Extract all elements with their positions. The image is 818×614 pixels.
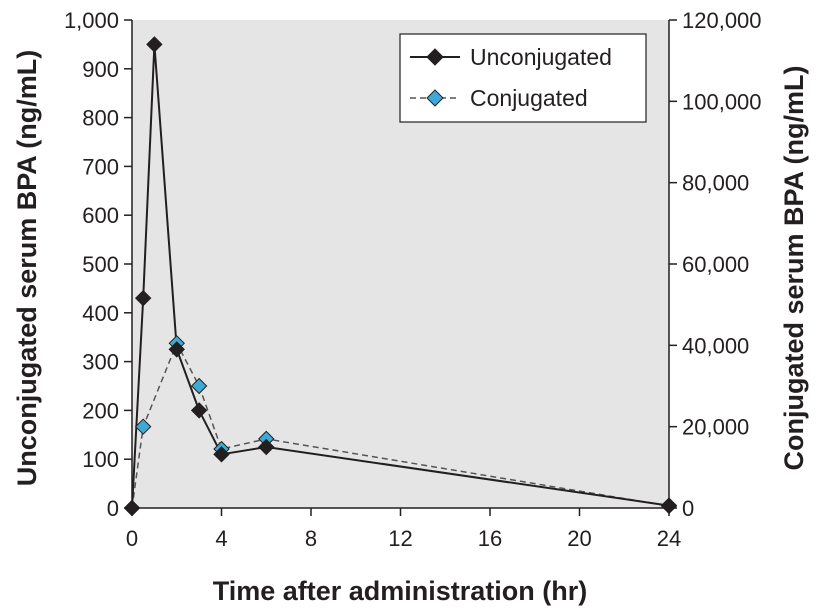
series-unconjugated-point: [190, 402, 208, 419]
series-conjugated-point: [190, 377, 208, 395]
y-left-tick-label: 1,000: [64, 8, 119, 33]
y-left-tick-label: 800: [82, 106, 119, 131]
x-tick-label: 8: [305, 526, 317, 551]
y-right-tick-label: 0: [682, 496, 694, 521]
series-unconjugated-point: [213, 446, 230, 463]
y-left-tick-label: 600: [82, 203, 119, 228]
y-right-tick-label: 80,000: [682, 171, 749, 196]
y-axis-right-title: Conjugated serum BPA (ng/mL): [779, 66, 809, 471]
y-left-tick-label: 500: [82, 252, 119, 277]
x-tick-label: 12: [388, 526, 412, 551]
y-right-tick-label: 20,000: [682, 415, 749, 440]
ticks-layer: 0 4 8 12 16 20 2401002003004005006007008009001…: [64, 8, 762, 551]
y-left-tick-label: 0: [107, 496, 119, 521]
x-tick-label: 4: [215, 526, 227, 551]
series-conjugated-point: [134, 418, 152, 435]
y-left-tick-label: 100: [82, 447, 119, 472]
y-right-tick-label: 40,000: [682, 333, 749, 358]
x-tick-label: 16: [478, 526, 502, 551]
y-left-tick-label: 900: [82, 57, 119, 82]
legend: Unconjugated Conjugated: [399, 33, 647, 123]
x-tick-label: 20: [567, 526, 591, 551]
series-unconjugated-point: [146, 36, 163, 53]
y-left-tick-label: 200: [82, 398, 119, 423]
legend-conjugated-marker: [426, 89, 444, 107]
y-right-tick-label: 120,000: [682, 8, 762, 33]
legend-unconjugated-label: Unconjugated: [470, 44, 612, 70]
series-unconjugated-point: [258, 438, 275, 456]
y-right-tick-label: 100,000: [682, 89, 762, 114]
y-left-tick-label: 700: [82, 154, 119, 179]
legend-box: [399, 33, 647, 123]
legend-unconjugated-marker: [426, 48, 444, 66]
series-unconjugated-point: [134, 289, 152, 307]
legend-conjugated-label: Conjugated: [470, 85, 588, 111]
y-axis-left-title: Unconjugated serum BPA (ng/mL): [12, 50, 42, 487]
x-axis-title: Time after administration (hr): [213, 576, 588, 606]
series-unconjugated-line: [131, 44, 670, 509]
series-unconjugated-point: [168, 341, 185, 358]
y-right-tick-label: 60,000: [682, 252, 749, 277]
x-tick-label: 24: [657, 526, 681, 551]
x-tick-label: 0: [126, 526, 138, 551]
y-left-tick-label: 400: [82, 301, 119, 326]
y-left-tick-label: 300: [82, 350, 119, 375]
